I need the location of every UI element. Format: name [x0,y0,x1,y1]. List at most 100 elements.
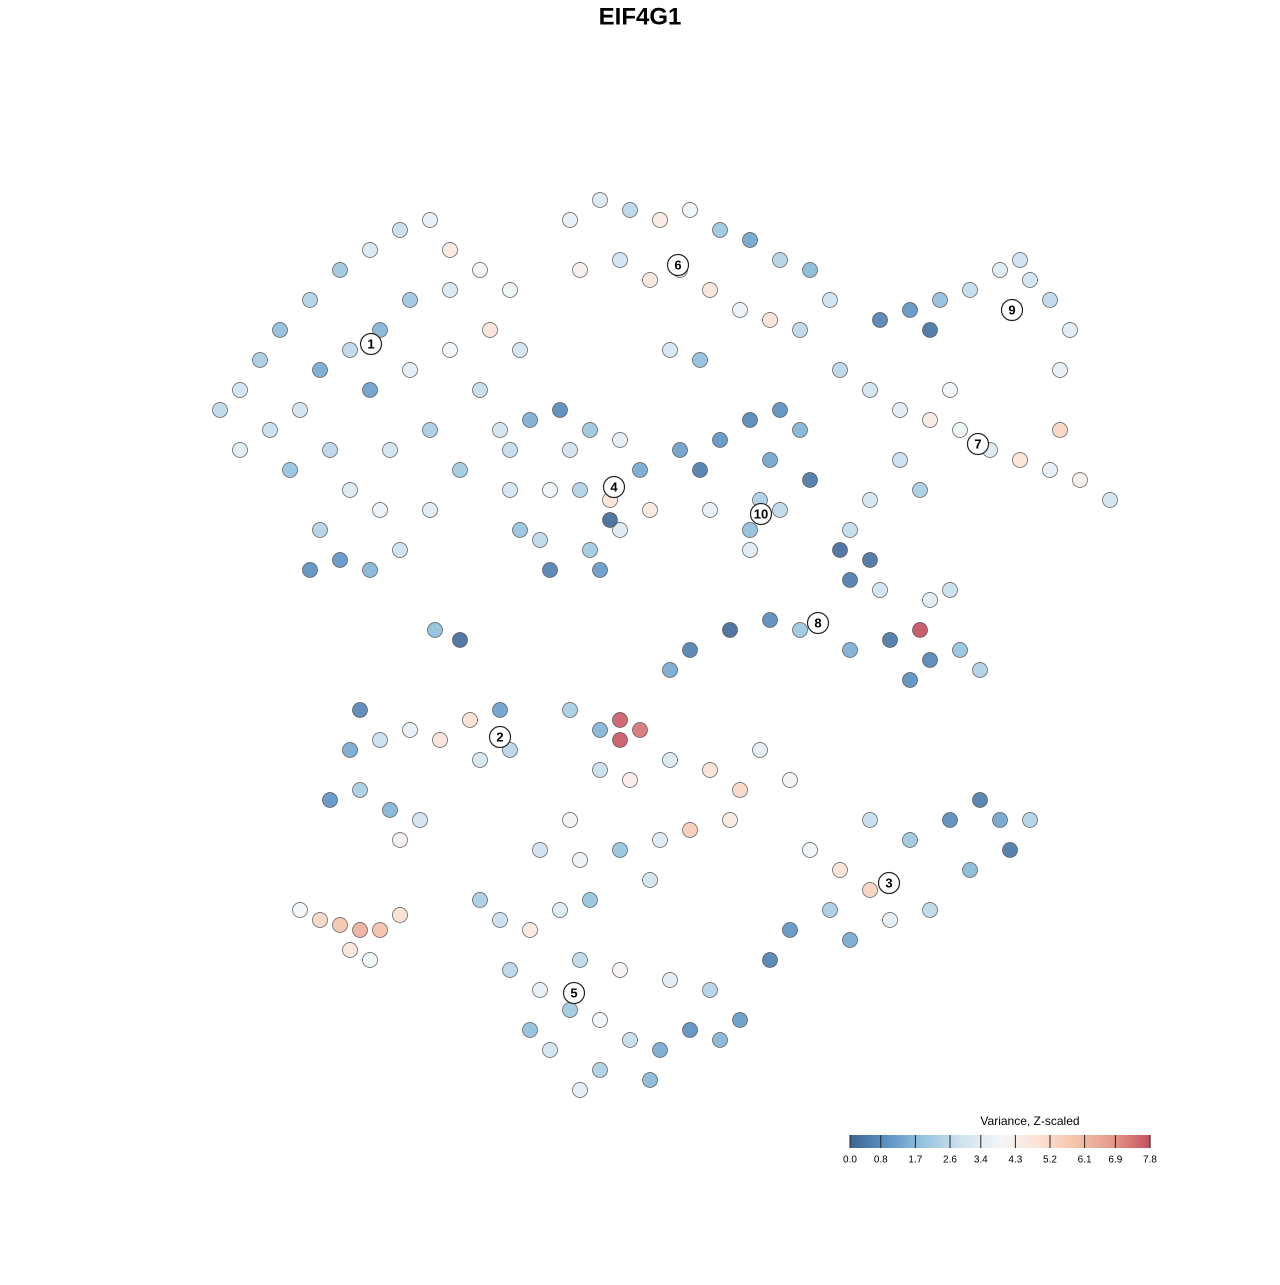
point [332,917,348,933]
point [612,252,628,268]
point [512,522,528,538]
colorbar-segment [946,1135,949,1148]
colorbar-segment [1076,1135,1079,1148]
colorbar-tick-label: 4.3 [1008,1155,1022,1166]
point [492,702,508,718]
cluster-badge [1000,298,1024,322]
point [742,542,758,558]
colorbar-segment [892,1135,895,1148]
colorbar-segment [900,1135,903,1148]
point [282,462,298,478]
point [772,402,788,418]
colorbar-segment [868,1135,871,1148]
colorbar-tick-label: 5.2 [1043,1155,1057,1166]
point [642,872,658,888]
colorbar-segment [1034,1135,1037,1148]
point [1012,452,1028,468]
cluster-badge [666,253,690,277]
point [302,292,318,308]
point [502,962,518,978]
point [912,622,928,638]
point [232,382,248,398]
point [882,632,898,648]
colorbar-segment [936,1135,939,1148]
point [622,772,638,788]
point [792,322,808,338]
point [762,612,778,628]
colorbar-segment [974,1135,977,1148]
colorbar-segment [950,1135,953,1148]
point [522,412,538,428]
cluster-label: 2 [496,729,503,744]
point [612,842,628,858]
point [712,1032,728,1048]
point [972,792,988,808]
point [472,752,488,768]
point [602,512,618,528]
colorbar-segment [860,1135,863,1148]
point [932,292,948,308]
colorbar-segment [1020,1135,1023,1148]
colorbar-segment [1088,1135,1091,1148]
point [592,192,608,208]
colorbar-segment [932,1135,935,1148]
point [572,952,588,968]
point [1102,492,1118,508]
colorbar-segment [966,1135,969,1148]
point [972,662,988,678]
colorbar-segment [996,1135,999,1148]
cluster-badge [966,432,990,456]
point [842,572,858,588]
colorbar-segment [1056,1135,1059,1148]
point [372,732,388,748]
point [792,622,808,638]
point [262,422,278,438]
cluster-badge [359,332,383,356]
point [862,882,878,898]
point [1062,322,1078,338]
point [722,622,738,638]
point [862,382,878,398]
point [312,362,328,378]
point [752,742,768,758]
colorbar-segment [1006,1135,1009,1148]
point [392,832,408,848]
colorbar-segment [988,1135,991,1148]
colorbar-segment [1134,1135,1137,1148]
colorbar-segment [1012,1135,1015,1148]
colorbar-segment [1094,1135,1097,1148]
point [832,862,848,878]
colorbar-segment [1060,1135,1063,1148]
point [1002,842,1018,858]
point [382,802,398,818]
colorbar-segment [878,1135,881,1148]
colorbar-segment [990,1135,993,1148]
point [432,732,448,748]
colorbar-segment [1138,1135,1141,1148]
point [632,722,648,738]
point [362,242,378,258]
colorbar-segment [1116,1135,1119,1148]
colorbar-segment [854,1135,857,1148]
point [872,582,888,598]
colorbar-segment [850,1135,853,1148]
colorbar-segment [1002,1135,1005,1148]
colorbar-segment [1044,1135,1047,1148]
point [582,892,598,908]
point [862,552,878,568]
colorbar-segment [1120,1135,1123,1148]
chart-title: EIF4G1 [599,3,682,30]
cluster-badge [877,871,901,895]
point [902,832,918,848]
colorbar-segment [1032,1135,1035,1148]
colorbar-segment [1124,1135,1127,1148]
point [422,502,438,518]
colorbar-segment [972,1135,975,1148]
colorbar-tick-label: 3.4 [974,1155,988,1166]
colorbar-segment [1142,1135,1145,1148]
point [472,892,488,908]
point [372,502,388,518]
point [332,262,348,278]
colorbar-segment [1042,1135,1045,1148]
point [692,352,708,368]
